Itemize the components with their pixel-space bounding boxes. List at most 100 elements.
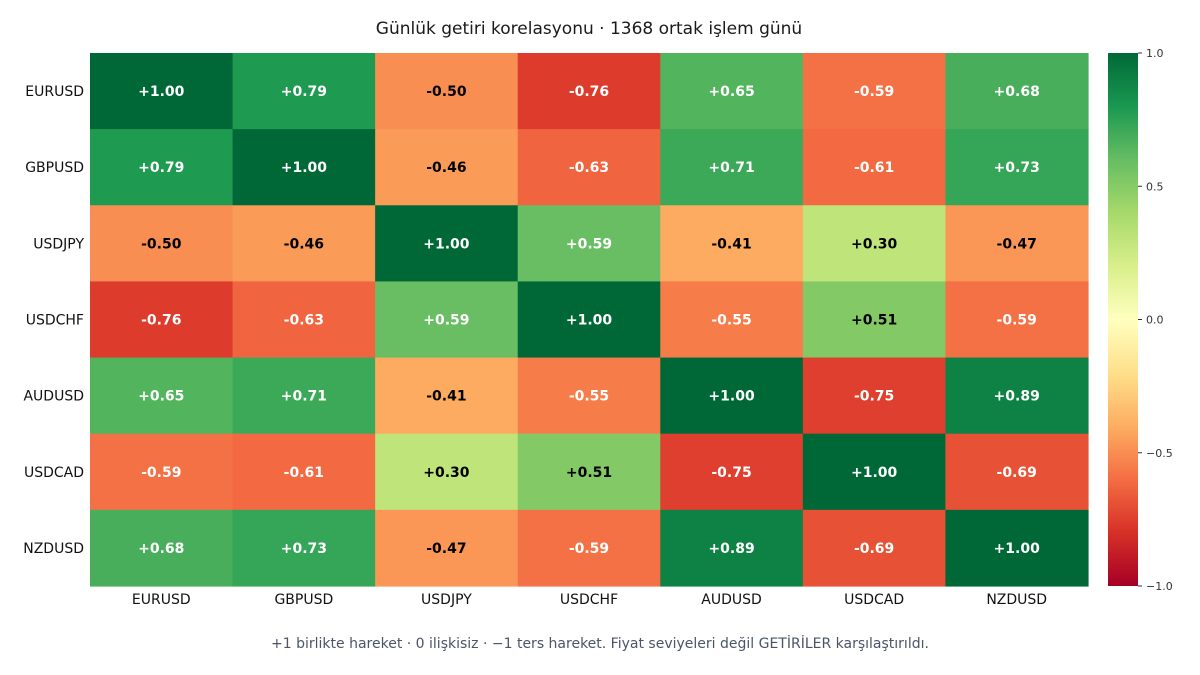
heatmap-cell-USDJPY-USDJPY [375,205,519,283]
heatmap-cell-AUDUSD-USDJPY [375,357,519,435]
cell-label-USDCHF-USDCAD: +0.51 [851,312,897,328]
cell-label-EURUSD-NZDUSD: +0.68 [994,84,1040,100]
cell-label-USDCHF-USDCHF: +1.00 [566,312,613,328]
x-tick-label-USDJPY: USDJPY [421,592,472,608]
x-axis-tick-labels: EURUSD GBPUSD USDJPY USDCHF AUDUSD USDCAD NZDU… [132,592,1047,608]
heatmap-cell-EURUSD-USDCHF [517,53,661,130]
heatmap-cell-NZDUSD-GBPUSD [232,509,376,587]
cell-label-USDJPY-USDCAD: +0.30 [851,236,898,252]
heatmap-cell-AUDUSD-AUDUSD [660,357,804,435]
cell-label-GBPUSD-EURUSD: +0.79 [138,160,184,176]
cell-label-GBPUSD-AUDUSD: +0.71 [708,160,754,176]
x-tick-label-EURUSD: EURUSD [132,592,191,608]
cell-label-NZDUSD-USDJPY: -0.47 [426,541,466,557]
cell-label-USDCAD-EURUSD: -0.59 [141,465,181,481]
heatmap-cell-USDCHF-USDCAD [802,281,947,359]
heatmap-cell-USDCAD-USDJPY [375,433,519,511]
heatmap-cell-GBPUSD-EURUSD [90,129,234,206]
cell-label-EURUSD-GBPUSD: +0.79 [281,84,327,100]
x-tick-label-AUDUSD: AUDUSD [701,592,762,608]
cell-label-GBPUSD-USDCHF: -0.63 [569,160,609,176]
heatmap-cell-USDJPY-USDCAD [802,205,947,283]
heatmap-cell-NZDUSD-EURUSD [90,509,234,587]
x-tick-label-GBPUSD: GBPUSD [274,592,333,608]
cell-label-EURUSD-USDCAD: -0.59 [854,84,894,100]
cell-label-AUDUSD-USDCAD: -0.75 [854,389,894,405]
x-tick-label-USDCHF: USDCHF [560,592,618,608]
heatmap-cell-EURUSD-USDCAD [802,53,947,130]
heatmap-cell-USDCAD-USDCAD [802,433,947,511]
heatmap-cell-EURUSD-AUDUSD [660,53,804,130]
heatmap-cell-USDCHF-USDJPY [375,281,519,359]
heatmap-cell-GBPUSD-GBPUSD [232,129,376,206]
cell-label-USDCAD-USDCAD: +1.00 [851,465,898,481]
colorbar: 1.0 0.5 0.0 −0.5 −1.0 [1108,47,1173,593]
heatmap-cell-USDJPY-NZDUSD [945,205,1089,283]
heatmap-cell-GBPUSD-USDCHF [517,129,661,206]
heatmap-cell-USDJPY-USDCHF [517,205,661,283]
cell-label-NZDUSD-USDCHF: -0.59 [569,541,609,557]
colorbar-tick-label-2: 0.0 [1146,314,1164,327]
heatmap-cell-NZDUSD-NZDUSD [945,509,1089,587]
cell-label-USDCHF-AUDUSD: -0.55 [711,312,751,328]
cell-label-EURUSD-USDJPY: -0.50 [426,84,467,100]
cell-label-USDCAD-USDCHF: +0.51 [566,465,612,481]
chart-footnote: +1 birlikte hareket · 0 ilişkisiz · −1 t… [271,636,929,652]
heatmap-cell-AUDUSD-EURUSD [90,357,234,435]
x-tick-label-NZDUSD: NZDUSD [986,592,1047,608]
cell-label-USDJPY-NZDUSD: -0.47 [997,236,1037,252]
heatmap-cell-EURUSD-USDJPY [375,53,519,130]
cell-label-USDCHF-GBPUSD: -0.63 [284,312,324,328]
cell-label-USDCAD-USDJPY: +0.30 [423,465,470,481]
heatmap-cell-GBPUSD-AUDUSD [660,129,804,206]
y-tick-label-USDCAD: USDCAD [24,465,84,481]
heatmap-cell-USDCHF-EURUSD [90,281,234,359]
cell-label-USDCHF-EURUSD: -0.76 [141,312,181,328]
cell-label-NZDUSD-USDCAD: -0.69 [854,541,894,557]
y-tick-label-EURUSD: EURUSD [25,84,84,100]
heatmap-cell-USDJPY-GBPUSD [232,205,376,283]
cell-label-NZDUSD-GBPUSD: +0.73 [281,541,327,557]
cell-label-EURUSD-USDCHF: -0.76 [569,84,609,100]
cell-label-USDCAD-NZDUSD: -0.69 [997,465,1037,481]
heatmap-cell-USDCHF-GBPUSD [232,281,376,359]
heatmap-cells [90,53,1089,587]
cell-label-USDJPY-AUDUSD: -0.41 [711,236,751,252]
cell-label-NZDUSD-EURUSD: +0.68 [138,541,184,557]
heatmap-cell-NZDUSD-USDJPY [375,509,519,587]
cell-label-GBPUSD-USDJPY: -0.46 [426,160,466,176]
heatmap-cell-NZDUSD-USDCAD [802,509,947,587]
heatmap-cell-USDCAD-EURUSD [90,433,234,511]
cell-label-AUDUSD-NZDUSD: +0.89 [994,389,1040,405]
cell-label-NZDUSD-NZDUSD: +1.00 [994,541,1041,557]
cell-label-AUDUSD-USDCHF: -0.55 [569,389,609,405]
cell-label-USDJPY-USDCHF: +0.59 [566,236,612,252]
colorbar-tick-label-3: −0.5 [1146,447,1173,460]
heatmap-cell-USDCAD-NZDUSD [945,433,1089,511]
cell-label-AUDUSD-EURUSD: +0.65 [138,389,184,405]
cell-label-GBPUSD-GBPUSD: +1.00 [281,160,328,176]
heatmap-cell-AUDUSD-NZDUSD [945,357,1089,435]
colorbar-tick-label-0: 1.0 [1146,47,1164,60]
y-tick-label-USDJPY: USDJPY [33,236,84,252]
heatmap-cell-labels: +1.00 +0.79 -0.50 -0.76 +0.65 -0.59 +0.68 +0.79… [138,84,1040,557]
cell-label-USDCAD-GBPUSD: -0.61 [284,465,324,481]
heatmap-cell-EURUSD-GBPUSD [232,53,376,130]
cell-label-USDJPY-GBPUSD: -0.46 [284,236,324,252]
heatmap-cell-AUDUSD-USDCHF [517,357,661,435]
y-tick-label-USDCHF: USDCHF [26,312,84,328]
heatmap-cell-USDCAD-USDCHF [517,433,661,511]
colorbar-tick-label-4: −1.0 [1146,580,1173,593]
chart-title: Günlük getiri korelasyonu · 1368 ortak i… [375,19,803,39]
cell-label-AUDUSD-USDJPY: -0.41 [426,389,466,405]
cell-label-NZDUSD-AUDUSD: +0.89 [708,541,754,557]
heatmap-cell-AUDUSD-GBPUSD [232,357,376,435]
y-tick-label-AUDUSD: AUDUSD [23,389,84,405]
colorbar-tick-label-1: 0.5 [1146,180,1164,193]
cell-label-EURUSD-EURUSD: +1.00 [138,84,185,100]
cell-label-USDCHF-USDJPY: +0.59 [423,312,469,328]
heatmap-cell-USDCAD-AUDUSD [660,433,804,511]
heatmap-cell-AUDUSD-USDCAD [802,357,947,435]
heatmap-cell-NZDUSD-USDCHF [517,509,661,587]
